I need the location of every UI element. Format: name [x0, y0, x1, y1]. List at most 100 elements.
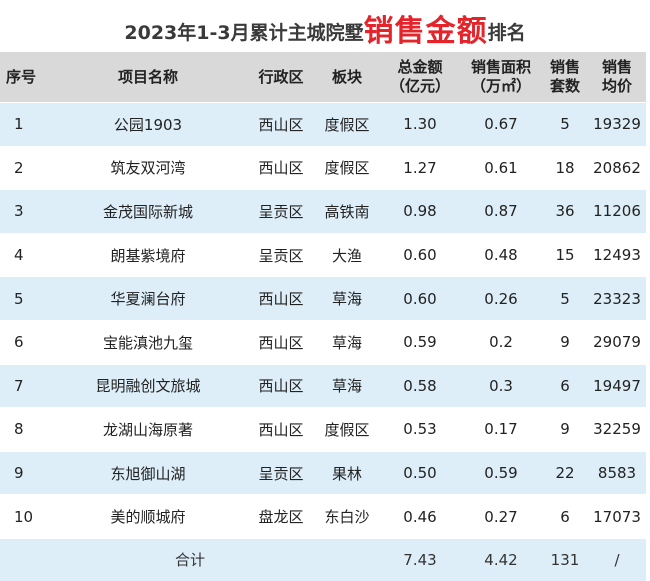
table-row: 8 龙湖山海原著 西山区 度假区 0.53 0.17 9 32259: [0, 407, 646, 452]
row-average-price: 11206: [588, 189, 646, 234]
row-total-amount: 1.27: [380, 145, 460, 190]
row-sales-area: 0.48: [460, 232, 542, 277]
title-suffix: 排名: [487, 22, 526, 44]
row-district: 呈贡区: [248, 232, 314, 277]
row-total-amount: 0.60: [380, 232, 460, 277]
row-average-price: 12493: [588, 232, 646, 277]
row-units-sold: 22: [542, 450, 588, 495]
row-block: 大渔: [314, 232, 380, 277]
row-block: 草海: [314, 363, 380, 408]
row-block: 草海: [314, 319, 380, 365]
row-sales-area: 0.61: [460, 145, 542, 190]
sales-ranking-table: 序号 项目名称 行政区 板块 总金额 （亿元） 销售面积 （万㎡） 销售 套数 …: [0, 52, 646, 581]
row-block: 果林: [314, 450, 380, 495]
table-row: 1 公园1903 西山区 度假区 1.30 0.67 5 19329: [0, 102, 646, 147]
header-block: 板块: [314, 52, 380, 103]
row-project-name: 美的顺城府: [48, 494, 248, 539]
row-project-name: 昆明融创文旅城: [48, 363, 248, 408]
row-total-amount: 0.50: [380, 450, 460, 495]
row-index: 6: [0, 319, 48, 365]
row-units-sold: 6: [542, 494, 588, 539]
row-sales-area: 0.17: [460, 407, 542, 452]
row-units-sold: 9: [542, 407, 588, 452]
header-units-sold: 销售 套数: [542, 52, 588, 103]
header-average-price-line1: 销售: [601, 58, 632, 76]
table-row: 10 美的顺城府 盘龙区 东白沙 0.46 0.27 6 17073: [0, 494, 646, 539]
total-average-price: /: [588, 537, 646, 581]
row-units-sold: 6: [542, 363, 588, 408]
row-average-price: 32259: [588, 407, 646, 452]
table-row: 7 昆明融创文旅城 西山区 草海 0.58 0.3 6 19497: [0, 363, 646, 408]
row-units-sold: 18: [542, 145, 588, 190]
header-district: 行政区: [248, 52, 314, 103]
header-total-amount-line2: （亿元）: [389, 77, 450, 95]
row-district: 西山区: [248, 102, 314, 147]
row-district: 西山区: [248, 363, 314, 408]
title-prefix: 2023年1-3月累计主城院墅: [124, 22, 364, 44]
row-total-amount: 0.60: [380, 276, 460, 321]
title-bar: 2023年1-3月累计主城院墅销售金额排名: [0, 0, 650, 50]
row-total-amount: 0.58: [380, 363, 460, 408]
row-project-name: 龙湖山海原著: [48, 407, 248, 452]
row-district: 西山区: [248, 407, 314, 452]
header-average-price-line2: 均价: [601, 77, 632, 95]
header-sales-area-line1: 销售面积: [470, 58, 531, 76]
row-index: 9: [0, 450, 48, 495]
row-sales-area: 0.26: [460, 276, 542, 321]
row-index: 3: [0, 189, 48, 234]
row-sales-area: 0.87: [460, 189, 542, 234]
row-district: 西山区: [248, 319, 314, 365]
row-sales-area: 0.2: [460, 319, 542, 365]
row-total-amount: 0.98: [380, 189, 460, 234]
header-sales-area: 销售面积 （万㎡）: [460, 52, 542, 103]
title: 2023年1-3月累计主城院墅销售金额排名: [124, 6, 525, 50]
table-row: 2 筑友双河湾 西山区 度假区 1.27 0.61 18 20862: [0, 145, 646, 190]
row-units-sold: 9: [542, 319, 588, 365]
row-index: 2: [0, 145, 48, 190]
row-project-name: 宝能滇池九玺: [48, 319, 248, 365]
total-units-sold: 131: [542, 537, 588, 581]
row-index: 4: [0, 232, 48, 277]
row-project-name: 公园1903: [48, 102, 248, 147]
header-project-name: 项目名称: [48, 52, 248, 103]
row-district: 呈贡区: [248, 450, 314, 495]
row-total-amount: 0.59: [380, 319, 460, 365]
row-total-amount: 0.53: [380, 407, 460, 452]
row-total-amount: 1.30: [380, 102, 460, 147]
row-block: 高铁南: [314, 189, 380, 234]
row-block: 东白沙: [314, 494, 380, 539]
row-block: 度假区: [314, 145, 380, 190]
row-project-name: 华夏澜台府: [48, 276, 248, 321]
row-index: 1: [0, 102, 48, 147]
header-total-amount-line1: 总金额: [397, 58, 443, 76]
row-block: 度假区: [314, 407, 380, 452]
title-highlight: 销售金额: [363, 14, 488, 49]
header-index: 序号: [0, 52, 48, 103]
table-row: 9 东旭御山湖 呈贡区 果林 0.50 0.59 22 8583: [0, 450, 646, 495]
header-units-sold-line2: 套数: [549, 77, 580, 95]
row-sales-area: 0.3: [460, 363, 542, 408]
row-district: 西山区: [248, 145, 314, 190]
row-total-amount: 0.46: [380, 494, 460, 539]
row-units-sold: 15: [542, 232, 588, 277]
row-block: 度假区: [314, 102, 380, 147]
row-average-price: 17073: [588, 494, 646, 539]
row-units-sold: 5: [542, 276, 588, 321]
row-average-price: 8583: [588, 450, 646, 495]
row-units-sold: 36: [542, 189, 588, 234]
row-index: 7: [0, 363, 48, 408]
row-index: 8: [0, 407, 48, 452]
row-project-name: 金茂国际新城: [48, 189, 248, 234]
total-amount: 7.43: [380, 537, 460, 581]
total-label: 合计: [0, 537, 380, 581]
row-sales-area: 0.59: [460, 450, 542, 495]
table-header-row: 序号 项目名称 行政区 板块 总金额 （亿元） 销售面积 （万㎡） 销售 套数 …: [0, 52, 646, 103]
row-project-name: 朗基紫境府: [48, 232, 248, 277]
row-project-name: 筑友双河湾: [48, 145, 248, 190]
row-average-price: 29079: [588, 319, 646, 365]
row-average-price: 20862: [588, 145, 646, 190]
row-units-sold: 5: [542, 102, 588, 147]
header-total-amount: 总金额 （亿元）: [380, 52, 460, 103]
header-units-sold-line1: 销售: [549, 58, 580, 76]
row-sales-area: 0.27: [460, 494, 542, 539]
